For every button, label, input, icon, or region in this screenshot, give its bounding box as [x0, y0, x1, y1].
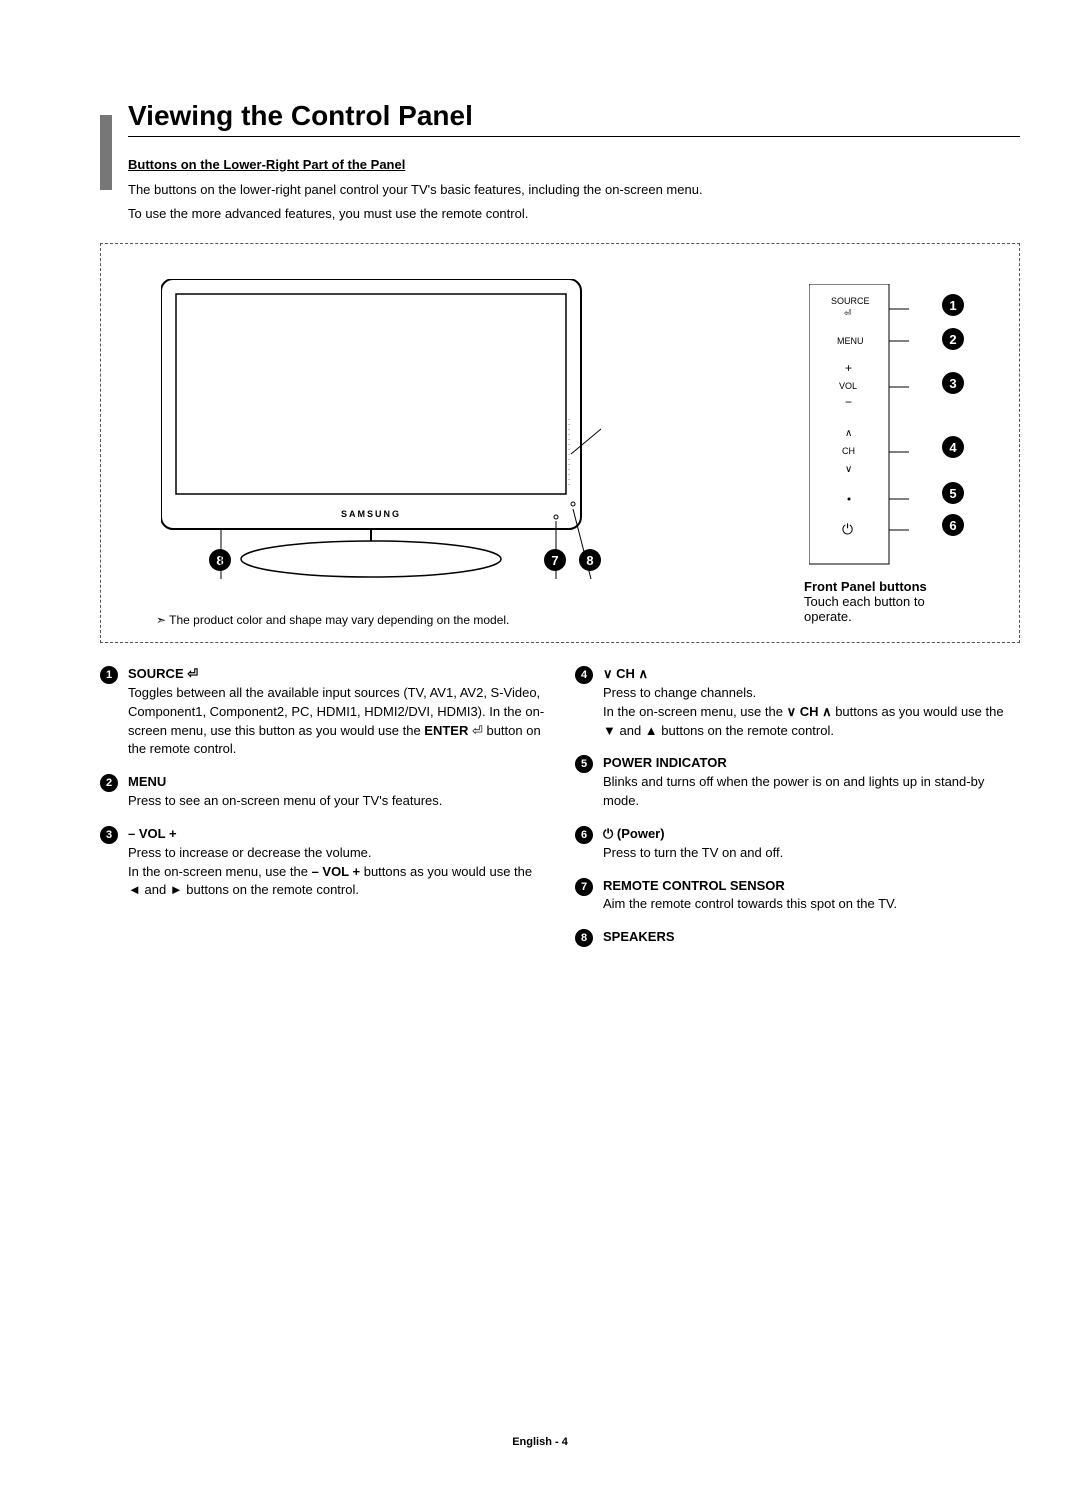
description-item: 8 SPEAKERS — [575, 928, 1020, 947]
item-body: ⏻ (Power)Press to turn the TV on and off… — [603, 825, 1020, 863]
item-text: In the on-screen menu, use the – VOL + b… — [128, 863, 545, 901]
item-title: SPEAKERS — [603, 928, 1020, 947]
diagram-note: The product color and shape may vary dep… — [156, 613, 509, 627]
page-title: Viewing the Control Panel — [128, 100, 1020, 137]
tv-brand: SAMSUNG — [341, 509, 401, 519]
svg-text:⏎: ⏎ — [844, 308, 852, 318]
item-text: Toggles between all the available input … — [128, 684, 545, 759]
svg-text:CH: CH — [842, 446, 855, 456]
item-body: – VOL +Press to increase or decrease the… — [128, 825, 545, 900]
item-text: Press to increase or decrease the volume… — [128, 844, 545, 863]
intro-line-1: The buttons on the lower-right panel con… — [128, 180, 1020, 200]
callout-5: 5 — [942, 482, 964, 504]
item-title: ⏻ (Power) — [603, 825, 1020, 844]
svg-text:SOURCE: SOURCE — [831, 296, 870, 306]
front-panel-illustration: SOURCE ⏎ MENU + VOL − ∧ CH ∨ ⏻ — [809, 284, 909, 574]
callout-1: 1 — [942, 294, 964, 316]
description-item: 4 ∨ CH ∧Press to change channels.In the o… — [575, 665, 1020, 740]
description-item: 6 ⏻ (Power)Press to turn the TV on and of… — [575, 825, 1020, 863]
description-item: 7 REMOTE CONTROL SENSORAim the remote con… — [575, 877, 1020, 915]
section-sidebar — [100, 115, 112, 190]
item-text: Aim the remote control towards this spot… — [603, 895, 1020, 914]
item-number: 4 — [575, 666, 593, 684]
panel-callouts: 1 2 3 4 5 6 — [942, 294, 964, 536]
item-text: Press to turn the TV on and off. — [603, 844, 1020, 863]
item-number: 7 — [575, 878, 593, 896]
item-number: 6 — [575, 826, 593, 844]
item-body: SPEAKERS — [603, 928, 1020, 947]
item-title: MENU — [128, 773, 545, 792]
svg-text:∨: ∨ — [845, 464, 852, 475]
item-title: POWER INDICATOR — [603, 754, 1020, 773]
callout-2: 2 — [942, 328, 964, 350]
item-body: REMOTE CONTROL SENSORAim the remote cont… — [603, 877, 1020, 915]
item-number: 5 — [575, 755, 593, 773]
description-item: 1 SOURCE ⏎Toggles between all the availab… — [100, 665, 545, 759]
callout-8-left: 8 — [209, 549, 231, 571]
svg-text:MENU: MENU — [837, 336, 864, 346]
item-number: 8 — [575, 929, 593, 947]
callout-4: 4 — [942, 436, 964, 458]
right-column: 4 ∨ CH ∧Press to change channels.In the o… — [575, 665, 1020, 961]
section-subtitle: Buttons on the Lower-Right Part of the P… — [128, 157, 1020, 172]
description-item: 3 – VOL +Press to increase or decrease th… — [100, 825, 545, 900]
item-number: 2 — [100, 774, 118, 792]
svg-text:VOL: VOL — [839, 381, 857, 391]
item-text: In the on-screen menu, use the ∨ CH ∧ bu… — [603, 703, 1020, 741]
item-body: POWER INDICATORBlinks and turns off when… — [603, 754, 1020, 811]
item-text: Press to see an on-screen menu of your T… — [128, 792, 545, 811]
item-number: 3 — [100, 826, 118, 844]
svg-text:⏻: ⏻ — [842, 521, 853, 537]
description-item: 2 MENUPress to see an on-screen menu of y… — [100, 773, 545, 811]
svg-text:∧: ∧ — [845, 428, 852, 439]
svg-text:−: − — [845, 395, 852, 409]
item-body: ∨ CH ∧Press to change channels.In the on… — [603, 665, 1020, 740]
diagram-container: SAMSUNG 7 8 8 SOURCE ⏎ MENU + VOL − ∧ CH — [100, 243, 1020, 643]
item-body: MENUPress to see an on-screen menu of yo… — [128, 773, 545, 811]
front-panel-caption: Front Panel buttons Touch each button to… — [804, 579, 964, 624]
callout-7: 7 — [544, 549, 566, 571]
descriptions: 1 SOURCE ⏎Toggles between all the availab… — [100, 665, 1020, 961]
intro-line-2: To use the more advanced features, you m… — [128, 204, 1020, 224]
callout-8-right: 8 — [579, 549, 601, 571]
callout-3: 3 — [942, 372, 964, 394]
svg-text:+: + — [845, 361, 852, 375]
item-title: ∨ CH ∧ — [603, 665, 1020, 684]
item-body: SOURCE ⏎Toggles between all the availabl… — [128, 665, 545, 759]
description-item: 5 POWER INDICATORBlinks and turns off whe… — [575, 754, 1020, 811]
item-text: Blinks and turns off when the power is o… — [603, 773, 1020, 811]
page-footer: English - 4 — [512, 1436, 568, 1448]
item-title: – VOL + — [128, 825, 545, 844]
item-title: REMOTE CONTROL SENSOR — [603, 877, 1020, 896]
callout-6: 6 — [942, 514, 964, 536]
item-number: 1 — [100, 666, 118, 684]
left-column: 1 SOURCE ⏎Toggles between all the availab… — [100, 665, 545, 961]
item-text: Press to change channels. — [603, 684, 1020, 703]
item-title: SOURCE ⏎ — [128, 665, 545, 684]
